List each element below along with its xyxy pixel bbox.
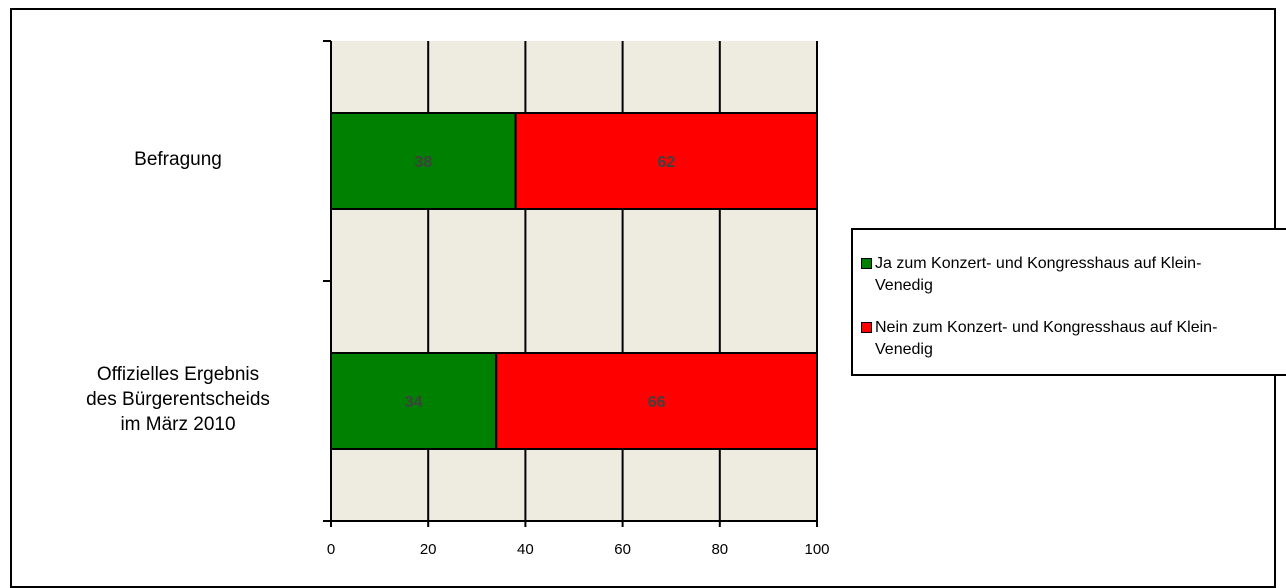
x-tick-label-0: 0 <box>326 541 336 558</box>
x-tick-label-4: 80 <box>711 541 729 558</box>
x-tick-label-5: 100 <box>804 541 830 558</box>
data-label-0-1: 62 <box>657 154 675 171</box>
legend-label-nein: Nein zum Konzert- und Kongresshaus auf K… <box>875 319 1218 358</box>
category-label-0: Befragung <box>134 148 222 170</box>
data-label-1-1: 66 <box>648 394 666 411</box>
category-label-1: Offizielles Ergebnis des Bürgerentscheid… <box>86 363 270 435</box>
data-label-1-0: 34 <box>405 394 423 411</box>
x-tick-label-3: 60 <box>614 541 631 558</box>
bar-0-1 <box>514 112 818 210</box>
legend-swatch-nein <box>861 322 872 333</box>
bar-1-1 <box>495 352 818 450</box>
x-tick-label-2: 40 <box>517 541 534 558</box>
legend: Ja zum Konzert- und Kongresshaus auf Kle… <box>851 228 1286 376</box>
x-tick-label-1: 20 <box>419 541 437 558</box>
stacked-bar-chart: 38 62 34 66 <box>323 40 818 527</box>
legend-label-ja: Ja zum Konzert- und Kongresshaus auf Kle… <box>875 255 1202 294</box>
legend-swatch-ja <box>861 258 872 269</box>
data-label-0-0: 38 <box>414 154 432 171</box>
